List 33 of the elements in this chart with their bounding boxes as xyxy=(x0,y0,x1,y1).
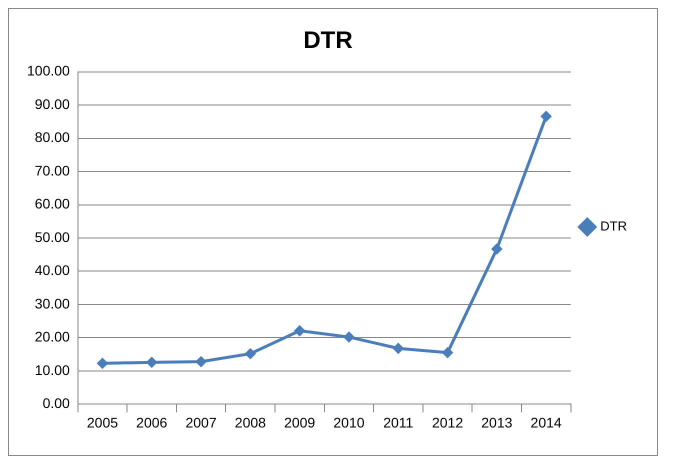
y-tick-label: 90.00 xyxy=(34,96,70,112)
x-tick-label: 2005 xyxy=(86,414,118,430)
y-tick-label: 60.00 xyxy=(34,196,70,212)
y-tick-label: 100.00 xyxy=(26,62,70,79)
x-tick-label: 2008 xyxy=(234,414,266,430)
y-tick-label: 30.00 xyxy=(34,295,70,312)
x-tick-label: 2012 xyxy=(432,414,464,430)
x-tick-label: 2006 xyxy=(136,414,168,430)
point xyxy=(196,356,207,368)
x-tick-label: 2011 xyxy=(383,414,414,430)
point xyxy=(540,110,552,122)
point xyxy=(392,342,404,354)
point xyxy=(244,348,256,360)
y-tick-label: 40.00 xyxy=(34,262,70,278)
x-tick-label: 2014 xyxy=(530,414,562,430)
point xyxy=(146,356,158,368)
point xyxy=(491,243,502,254)
x-tick-label: 2007 xyxy=(185,414,217,430)
y-tick-label: 70.00 xyxy=(34,162,70,178)
x-tick-label: 2010 xyxy=(333,414,365,430)
y-tick-label: 0.00 xyxy=(42,395,70,412)
y-tick-label: 50.00 xyxy=(34,228,70,245)
y-tick-label: 20.00 xyxy=(34,328,70,345)
x-tick-label: 2013 xyxy=(481,414,513,430)
x-tick-label: 2009 xyxy=(284,414,316,430)
point xyxy=(96,358,108,369)
point xyxy=(294,325,306,336)
point xyxy=(442,347,454,358)
legend-label: DTR xyxy=(600,218,627,234)
y-tick-label: 80.00 xyxy=(34,129,70,146)
chart-title: DTR xyxy=(303,27,353,54)
y-tick-label: 10.00 xyxy=(34,362,70,378)
point xyxy=(343,332,354,343)
